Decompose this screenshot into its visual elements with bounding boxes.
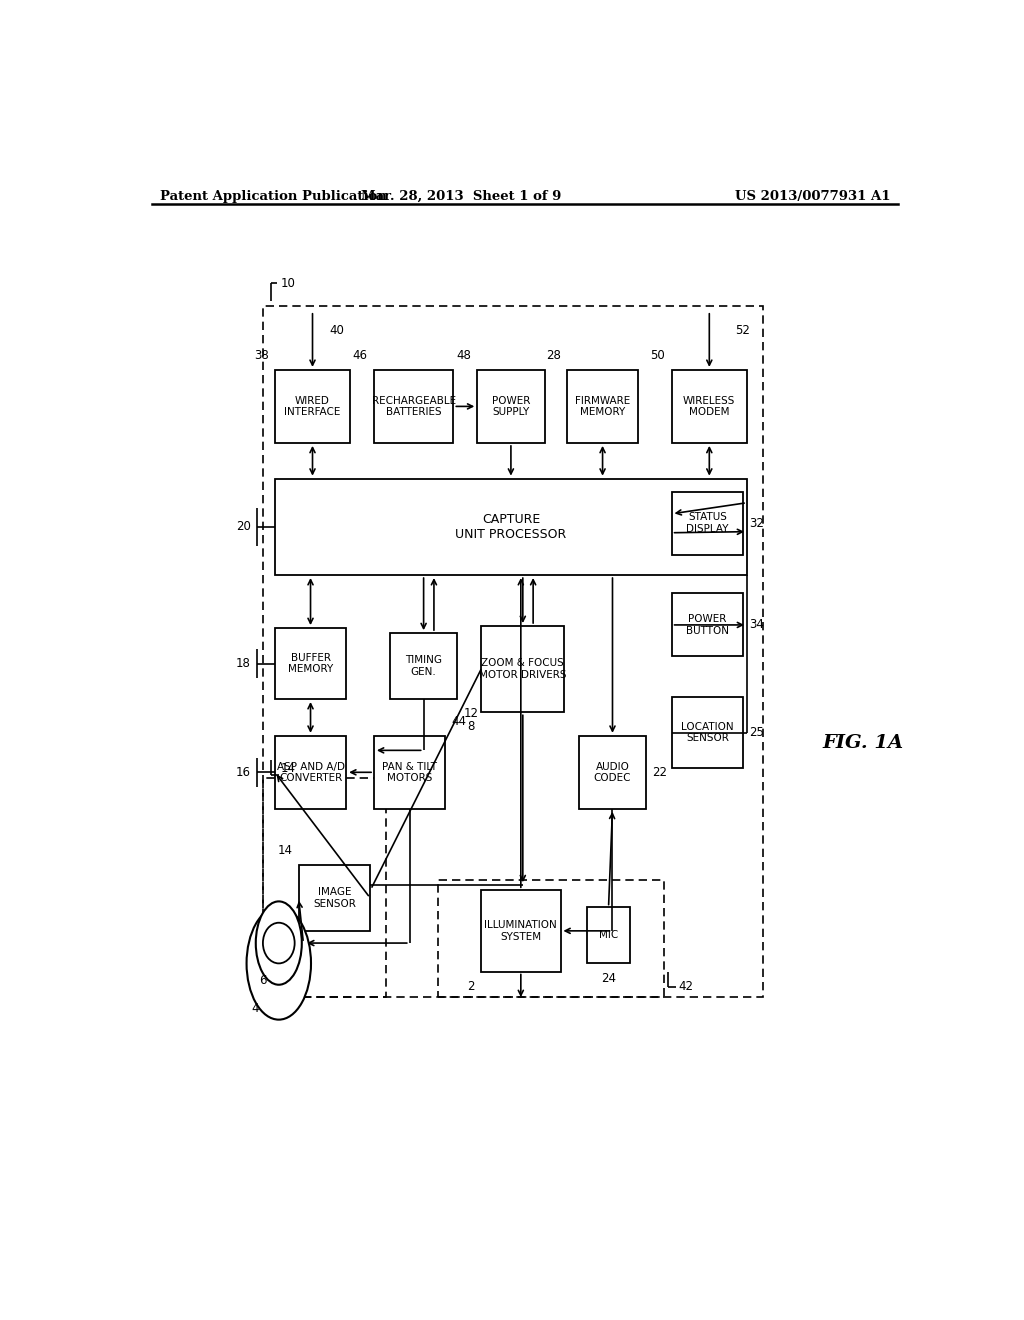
Text: 40: 40 — [330, 325, 344, 338]
Text: 14: 14 — [278, 843, 292, 857]
Bar — [274, 479, 748, 576]
Bar — [477, 370, 545, 444]
Bar — [481, 626, 564, 713]
Text: 12: 12 — [464, 708, 478, 721]
Text: 22: 22 — [652, 766, 668, 779]
Text: 46: 46 — [352, 348, 368, 362]
Text: MIC: MIC — [599, 931, 618, 940]
Text: 20: 20 — [237, 520, 251, 533]
Text: AUDIO
CODEC: AUDIO CODEC — [594, 762, 631, 783]
Bar — [437, 880, 664, 997]
Text: ZOOM & FOCUS
MOTOR DRIVERS: ZOOM & FOCUS MOTOR DRIVERS — [479, 659, 566, 680]
Text: RECHARGEABLE
BATTERIES: RECHARGEABLE BATTERIES — [372, 396, 456, 417]
Text: PAN & TILT
MOTORS: PAN & TILT MOTORS — [382, 762, 437, 783]
Bar — [672, 370, 748, 444]
Ellipse shape — [247, 907, 311, 1019]
Text: LOCATION
SENSOR: LOCATION SENSOR — [681, 722, 733, 743]
Text: WIRELESS
MODEM: WIRELESS MODEM — [683, 396, 735, 417]
Text: ASP AND A/D
CONVERTER: ASP AND A/D CONVERTER — [276, 762, 344, 783]
Text: 48: 48 — [456, 348, 471, 362]
Bar — [390, 634, 458, 700]
Bar — [374, 735, 445, 809]
Bar — [579, 735, 646, 809]
Text: STATUS
DISPLAY: STATUS DISPLAY — [686, 512, 729, 535]
Text: 10: 10 — [281, 277, 295, 290]
Text: BUFFER
MEMORY: BUFFER MEMORY — [288, 653, 333, 675]
Bar — [481, 890, 560, 972]
Text: FIG. 1A: FIG. 1A — [822, 734, 903, 752]
Bar — [274, 628, 346, 700]
Text: 16: 16 — [236, 766, 251, 779]
Text: 6: 6 — [259, 974, 267, 986]
Text: 34: 34 — [750, 619, 764, 631]
Text: 14: 14 — [282, 762, 296, 775]
Text: 8: 8 — [467, 721, 475, 734]
Bar — [274, 370, 350, 444]
Bar — [587, 907, 631, 964]
Text: 25: 25 — [750, 726, 764, 739]
Text: 28: 28 — [546, 348, 560, 362]
Text: US 2013/0077931 A1: US 2013/0077931 A1 — [735, 190, 891, 203]
Bar — [299, 865, 370, 931]
Text: 42: 42 — [678, 981, 693, 993]
Text: 2: 2 — [467, 979, 475, 993]
Text: FIRMWARE
MEMORY: FIRMWARE MEMORY — [574, 396, 630, 417]
Text: 24: 24 — [601, 972, 616, 985]
Text: 52: 52 — [735, 325, 750, 338]
Text: WIRED
INTERFACE: WIRED INTERFACE — [285, 396, 341, 417]
Text: Patent Application Publication: Patent Application Publication — [160, 190, 386, 203]
Bar — [263, 306, 763, 997]
Circle shape — [263, 923, 295, 964]
Text: CAPTURE
UNIT PROCESSOR: CAPTURE UNIT PROCESSOR — [456, 513, 566, 541]
Bar — [274, 735, 346, 809]
Text: IMAGE
SENSOR: IMAGE SENSOR — [313, 887, 355, 908]
Text: POWER
BUTTON: POWER BUTTON — [686, 614, 729, 636]
Text: 4: 4 — [252, 1002, 259, 1015]
Text: 38: 38 — [254, 348, 268, 362]
Text: ILLUMINATION
SYSTEM: ILLUMINATION SYSTEM — [484, 920, 557, 941]
Text: 50: 50 — [650, 348, 666, 362]
Bar — [672, 594, 743, 656]
Text: POWER
SUPPLY: POWER SUPPLY — [492, 396, 530, 417]
Text: 44: 44 — [452, 714, 467, 727]
Bar — [672, 492, 743, 554]
Text: 32: 32 — [750, 517, 764, 529]
Bar — [567, 370, 638, 444]
Text: TIMING
GEN.: TIMING GEN. — [406, 655, 442, 677]
Text: Mar. 28, 2013  Sheet 1 of 9: Mar. 28, 2013 Sheet 1 of 9 — [361, 190, 561, 203]
Ellipse shape — [256, 902, 302, 985]
Bar — [263, 779, 386, 997]
Bar — [374, 370, 454, 444]
Bar — [672, 697, 743, 768]
Text: 18: 18 — [237, 657, 251, 671]
